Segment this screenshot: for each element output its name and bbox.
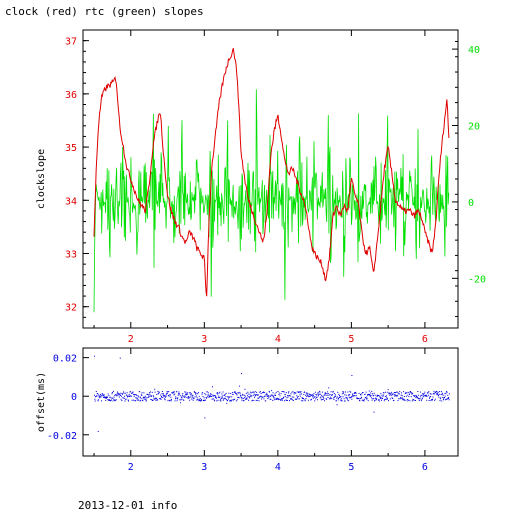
top-y2-tick-label: 20: [468, 122, 480, 133]
top-x-tick-label: 4: [275, 334, 281, 345]
offset-point: [351, 375, 353, 376]
page-title: clock (red) rtc (green) slopes: [5, 5, 204, 18]
top-y-axis-label: clockslope: [36, 149, 47, 209]
offset-point: [97, 430, 99, 432]
top-y-tick-label: 36: [65, 90, 77, 101]
bottom-x-tick-label: 6: [422, 462, 428, 473]
bottom-y-tick-label: -0.02: [47, 431, 77, 442]
rtc-series-line: [93, 89, 450, 313]
top-y-tick-label: 33: [65, 250, 77, 261]
footer-label: 2013-12-01 info: [78, 499, 178, 512]
offset-series-points: [94, 385, 450, 406]
top-y2-tick-label: 40: [468, 45, 480, 56]
top-x-tick-label: 6: [422, 334, 428, 345]
top-y-tick-label: 37: [65, 37, 77, 48]
top-y-tick-label: 34: [65, 196, 77, 207]
bottom-y-tick-label: 0: [71, 392, 77, 403]
top-y2-tick-label: -20: [468, 274, 486, 285]
clock-series-line: [93, 48, 450, 297]
top-x-tick-label: 2: [128, 334, 134, 345]
bottom-y-axis-label: offset(ms): [36, 372, 47, 432]
offset-chart: 2 3 4 5 6 -0.02 0 0.02 offset(ms): [36, 347, 459, 473]
bottom-x-tick-label: 5: [348, 462, 354, 473]
offset-point: [204, 417, 206, 419]
bottom-x-tick-label: 3: [201, 462, 207, 473]
offset-point: [94, 355, 96, 357]
top-x-tick-label: 3: [201, 334, 207, 345]
top-y-tick-label: 35: [65, 143, 77, 154]
offset-point: [241, 373, 243, 375]
bottom-y-tick-label: 0.02: [53, 354, 77, 365]
bottom-plot-frame: [82, 347, 459, 457]
top-x-tick-label: 5: [348, 334, 354, 345]
bottom-x-tick-label: 4: [275, 462, 281, 473]
top-y2-tick-label: 0: [468, 198, 474, 209]
top-y-tick-label: 32: [65, 303, 77, 314]
offset-point: [119, 357, 121, 359]
bottom-x-tick-label: 2: [128, 462, 134, 473]
offset-point: [373, 411, 375, 413]
